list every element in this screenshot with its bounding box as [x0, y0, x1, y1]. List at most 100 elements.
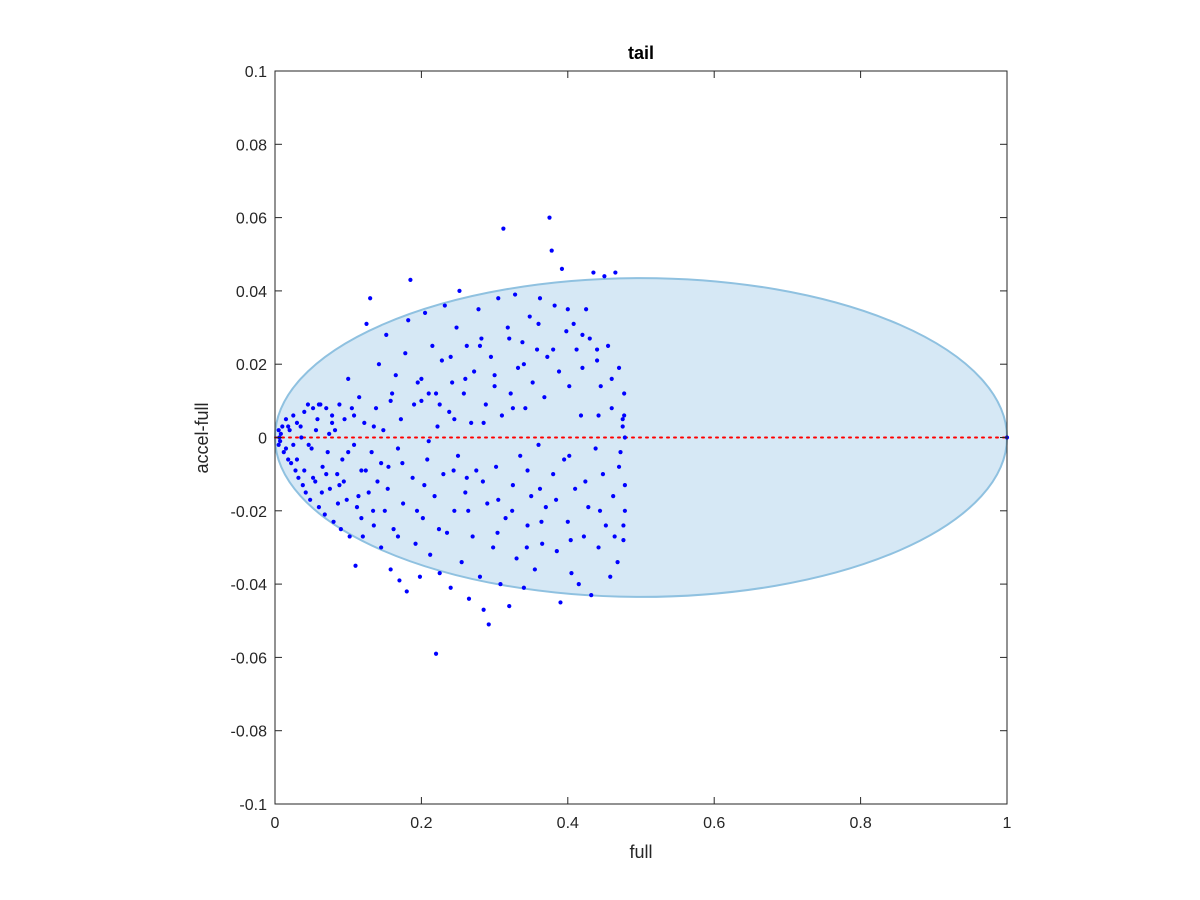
data-point — [327, 431, 332, 436]
data-point — [432, 494, 437, 499]
data-point — [551, 347, 556, 352]
data-point — [559, 266, 565, 272]
data-point — [472, 369, 477, 374]
data-point — [315, 417, 320, 422]
x-tick-label: 0.4 — [557, 815, 579, 832]
data-point — [457, 288, 462, 293]
data-point — [593, 446, 598, 451]
data-point — [340, 457, 345, 462]
data-point — [417, 574, 423, 579]
data-point — [397, 578, 402, 583]
data-point — [549, 248, 554, 253]
data-point — [569, 571, 574, 576]
data-point — [523, 406, 528, 411]
data-point — [485, 501, 490, 506]
data-point — [454, 325, 459, 330]
data-point — [425, 457, 430, 462]
data-point — [587, 336, 592, 341]
data-point — [594, 358, 600, 363]
data-point — [576, 582, 581, 587]
data-point — [280, 424, 285, 429]
data-point — [310, 475, 316, 480]
data-point — [609, 406, 614, 411]
x-ticks: 0 0.2 0.4 0.6 0.8 1 — [271, 71, 1012, 832]
x-tick-label: 0.8 — [849, 815, 871, 832]
data-point — [580, 332, 585, 337]
x-axis-title: full — [629, 842, 652, 862]
data-point — [442, 303, 447, 308]
data-point — [324, 406, 329, 411]
data-point — [371, 523, 376, 528]
data-point — [362, 420, 367, 425]
data-point — [510, 406, 515, 411]
data-point — [359, 516, 364, 521]
data-point — [370, 508, 376, 513]
data-point — [356, 494, 361, 499]
data-point — [384, 332, 389, 337]
data-point — [400, 461, 405, 466]
data-point — [357, 395, 362, 400]
data-point — [291, 413, 296, 418]
data-point — [568, 538, 573, 543]
data-point — [501, 226, 506, 231]
y-tick-label: -0.06 — [231, 650, 268, 667]
data-point — [283, 446, 289, 451]
data-point — [540, 541, 545, 546]
data-point — [379, 461, 384, 466]
data-point — [337, 402, 342, 407]
data-point — [281, 450, 286, 455]
data-point — [313, 428, 319, 433]
data-point — [518, 453, 523, 458]
data-point — [437, 571, 442, 576]
data-point — [507, 603, 512, 609]
data-point — [536, 321, 541, 326]
y-tick-label: 0.08 — [236, 137, 267, 154]
data-point — [406, 318, 411, 323]
data-point — [363, 468, 368, 473]
data-point — [622, 508, 627, 513]
y-tick-label: -0.04 — [231, 577, 268, 594]
x-tick-label: 0.2 — [410, 815, 432, 832]
data-point — [395, 446, 401, 451]
data-point — [571, 321, 576, 326]
data-point — [426, 391, 431, 396]
data-point — [376, 362, 382, 367]
data-point — [451, 468, 456, 473]
data-point — [276, 442, 281, 447]
data-point — [525, 468, 530, 473]
data-point — [532, 567, 537, 572]
data-point — [287, 428, 292, 433]
x-tick-label: 0 — [271, 815, 280, 832]
data-point — [580, 365, 585, 370]
y-tick-label: 0.1 — [245, 64, 267, 81]
data-point — [464, 475, 469, 480]
data-point — [621, 538, 626, 543]
data-point — [621, 523, 626, 528]
data-point — [302, 409, 307, 414]
data-point — [385, 486, 390, 491]
data-point — [586, 505, 591, 510]
data-point — [302, 468, 307, 473]
data-point — [612, 534, 617, 539]
data-point — [574, 347, 579, 352]
data-point — [503, 516, 508, 521]
y-tick-label: 0.02 — [236, 357, 267, 374]
data-point — [615, 560, 620, 565]
data-point — [291, 442, 296, 447]
data-point — [514, 556, 519, 561]
data-point — [411, 402, 417, 407]
data-point — [347, 534, 352, 539]
data-point — [618, 450, 623, 455]
data-point — [437, 402, 442, 407]
data-point — [481, 420, 486, 425]
data-point — [448, 585, 453, 590]
data-point — [520, 340, 525, 345]
data-point — [390, 391, 395, 396]
data-point — [567, 453, 572, 458]
points-layer — [276, 215, 1010, 656]
data-point — [325, 450, 330, 455]
data-point — [293, 468, 298, 473]
data-point — [354, 505, 360, 510]
data-point — [567, 384, 572, 389]
